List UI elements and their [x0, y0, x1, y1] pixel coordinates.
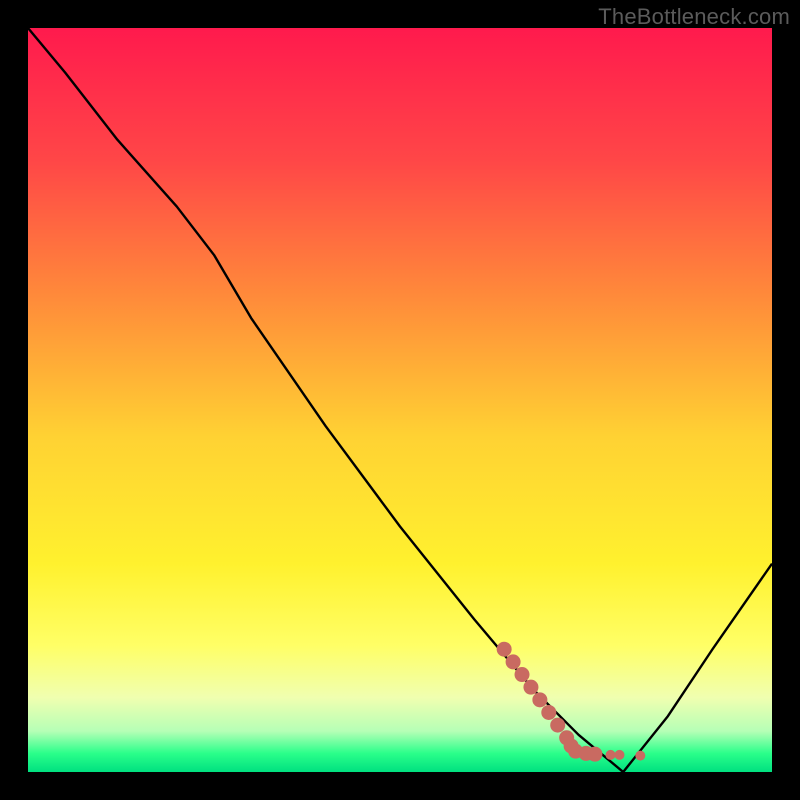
highlight-marker	[532, 692, 547, 707]
highlight-marker	[541, 705, 556, 720]
highlight-marker	[587, 747, 602, 762]
highlight-marker	[606, 750, 616, 760]
highlight-marker	[497, 642, 512, 657]
plot-area	[28, 28, 772, 772]
highlight-marker	[635, 751, 645, 761]
highlight-marker	[550, 718, 565, 733]
highlight-marker	[523, 680, 538, 695]
highlight-marker	[515, 667, 530, 682]
chart-frame: TheBottleneck.com	[0, 0, 800, 800]
plot-svg	[28, 28, 772, 772]
gradient-background	[28, 28, 772, 772]
watermark-text: TheBottleneck.com	[598, 4, 790, 30]
highlight-marker	[506, 654, 521, 669]
highlight-marker	[614, 750, 624, 760]
